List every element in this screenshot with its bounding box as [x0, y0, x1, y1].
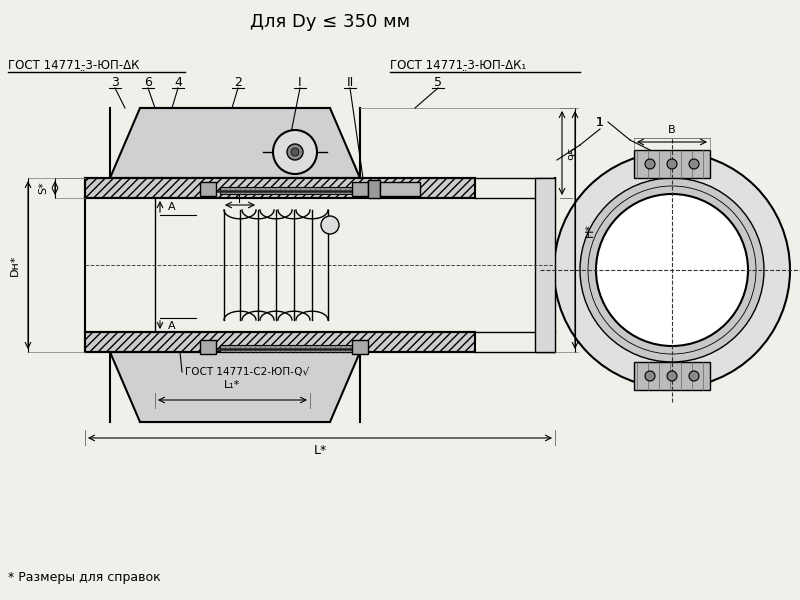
Text: 6: 6	[144, 76, 152, 88]
Bar	[85, 332, 475, 352]
Text: A: A	[168, 321, 176, 331]
Text: ГОСТ 14771-̤3-ЮП-ΔК: ГОСТ 14771-̤3-ЮП-ΔК	[8, 58, 139, 71]
Circle shape	[287, 144, 303, 160]
Circle shape	[596, 194, 748, 346]
Polygon shape	[110, 108, 360, 178]
Text: L₁*: L₁*	[224, 380, 240, 390]
Text: 4: 4	[174, 76, 182, 88]
Text: 95: 95	[568, 146, 578, 160]
Text: ГОСТ 14771-̤3-ЮП-ΔК₁: ГОСТ 14771-̤3-ЮП-ΔК₁	[390, 58, 526, 71]
Bar	[368, 180, 380, 198]
Text: Для Dy ≤ 350 мм: Для Dy ≤ 350 мм	[250, 13, 410, 31]
Circle shape	[321, 216, 339, 234]
Polygon shape	[110, 352, 360, 422]
Text: 1: 1	[596, 115, 604, 128]
Circle shape	[273, 130, 317, 174]
Circle shape	[667, 159, 677, 169]
Bar	[200, 182, 216, 196]
Text: B: B	[668, 125, 676, 135]
Text: 3: 3	[111, 76, 119, 88]
Bar	[535, 178, 555, 352]
Text: II: II	[346, 76, 354, 88]
Text: S*: S*	[38, 182, 48, 194]
Bar	[352, 182, 368, 196]
Circle shape	[689, 159, 699, 169]
Text: A: A	[168, 202, 176, 212]
Text: 1: 1	[596, 115, 604, 128]
Circle shape	[580, 178, 764, 362]
Text: 5: 5	[434, 76, 442, 88]
Text: L*: L*	[314, 443, 326, 457]
Bar	[220, 345, 360, 352]
Bar	[634, 150, 710, 178]
Bar	[352, 340, 368, 354]
Text: Dн*: Dн*	[10, 254, 20, 275]
Bar	[634, 362, 710, 390]
Circle shape	[645, 159, 655, 169]
Text: H*: H*	[585, 223, 595, 237]
Bar	[85, 178, 475, 198]
Bar	[220, 187, 360, 194]
Text: I: I	[298, 76, 302, 88]
Circle shape	[291, 148, 299, 156]
Circle shape	[645, 371, 655, 381]
Circle shape	[689, 371, 699, 381]
Text: ГОСТ 14771-С2-ЮП-Q√: ГОСТ 14771-С2-ЮП-Q√	[185, 367, 309, 377]
Text: * Размеры для справок: * Размеры для справок	[8, 571, 161, 584]
Circle shape	[667, 371, 677, 381]
Bar	[380, 182, 420, 196]
Bar	[200, 340, 216, 354]
Text: l: l	[238, 195, 242, 205]
Circle shape	[554, 152, 790, 388]
Text: 2: 2	[234, 76, 242, 88]
